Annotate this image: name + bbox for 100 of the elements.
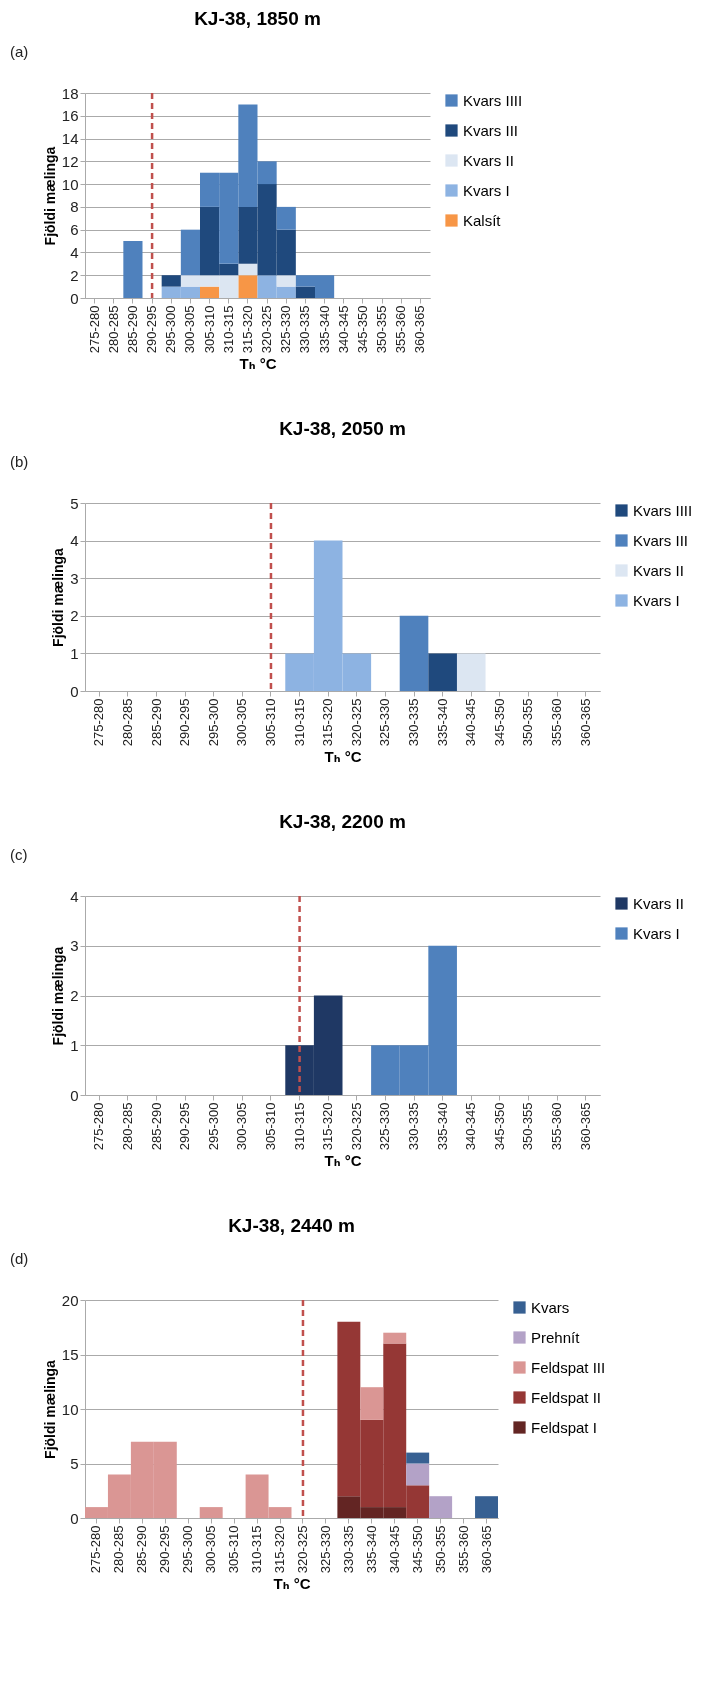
bar — [180, 229, 200, 276]
x-tick-label: 280-285 — [111, 1525, 127, 1574]
x-tick-label: 295-300 — [180, 1525, 196, 1574]
y-axis-title: Fjöldi mælinga — [41, 1359, 58, 1459]
legend-label: Kvars II — [463, 151, 514, 169]
x-tick-label: 320-325 — [294, 1525, 310, 1574]
x-tick-label: 325-330 — [377, 1102, 393, 1151]
x-axis-title: Tₕ °C — [324, 1152, 362, 1170]
y-tick-label: 1 — [70, 1036, 79, 1054]
legend-label: Feldspat I — [531, 1418, 597, 1436]
x-tick-label: 275-280 — [91, 1102, 107, 1151]
x-tick-label: 280-285 — [119, 698, 135, 747]
bar — [399, 615, 429, 691]
x-tick-label: 280-285 — [105, 305, 121, 354]
x-tick-label: 330-335 — [340, 1525, 356, 1574]
x-axis-title: Tₕ °C — [324, 748, 362, 766]
x-tick-label: 290-295 — [157, 1525, 173, 1574]
x-tick-label: 340-345 — [386, 1525, 402, 1574]
y-tick-label: 3 — [70, 569, 79, 587]
x-tick-label: 315-320 — [272, 1525, 288, 1574]
bar — [238, 275, 258, 298]
x-tick-label: 350-355 — [374, 305, 390, 354]
x-tick-label: 275-280 — [86, 305, 102, 354]
x-tick-label: 275-280 — [91, 698, 107, 747]
bar — [429, 1496, 453, 1518]
y-tick-label: 5 — [70, 1455, 79, 1472]
y-tick-label: 10 — [61, 175, 79, 193]
y-tick-label: 16 — [61, 107, 79, 125]
x-tick-label: 340-345 — [463, 698, 479, 747]
x-tick-label: 350-355 — [520, 698, 536, 747]
y-tick-label: 0 — [70, 289, 79, 307]
x-tick-label: 325-330 — [278, 305, 294, 354]
x-tick-label: 285-290 — [148, 1102, 164, 1151]
x-tick-label: 315-320 — [320, 1102, 336, 1151]
bar — [200, 286, 220, 298]
y-tick-label: 18 — [61, 84, 79, 102]
y-tick-label: 12 — [61, 152, 79, 170]
x-tick-label: 335-340 — [434, 698, 450, 747]
bar — [406, 1452, 430, 1464]
x-tick-label: 300-305 — [234, 698, 250, 747]
x-tick-label: 355-360 — [393, 305, 409, 354]
legend-label: Kvars I — [633, 591, 680, 609]
y-axis-title: Fjöldi mælinga — [41, 146, 58, 246]
x-tick-label: 335-340 — [316, 305, 332, 354]
x-tick-label: 335-340 — [434, 1102, 450, 1151]
y-tick-label: 4 — [70, 887, 79, 905]
bar — [475, 1496, 498, 1518]
x-tick-label: 345-350 — [354, 305, 370, 354]
bar — [199, 1507, 223, 1518]
bar — [161, 275, 181, 287]
legend-label: Kvars III — [463, 121, 519, 139]
y-tick-label: 5 — [70, 494, 79, 512]
x-tick-label: 310-315 — [291, 698, 307, 747]
x-tick-label: 360-365 — [412, 305, 428, 354]
bar — [276, 206, 296, 230]
legend-label: Kvars II — [633, 894, 684, 912]
x-tick-label: 355-360 — [455, 1525, 471, 1574]
x-tick-label: 310-315 — [249, 1525, 265, 1574]
x-tick-label: 300-305 — [182, 305, 198, 354]
x-tick-label: 340-345 — [335, 305, 351, 354]
legend-label: Kvars I — [463, 181, 510, 199]
x-axis-title: Tₕ °C — [273, 1575, 311, 1593]
x-tick-label: 290-295 — [177, 1102, 193, 1151]
x-tick-label: 320-325 — [348, 698, 364, 747]
chart-title: KJ-38, 2050 m — [279, 418, 406, 439]
y-tick-label: 3 — [70, 937, 79, 955]
bar — [276, 275, 296, 287]
y-tick-label: 15 — [61, 1346, 79, 1363]
y-tick-label: 2 — [70, 987, 79, 1004]
y-tick-label: 20 — [61, 1291, 79, 1309]
y-tick-label: 14 — [61, 130, 79, 148]
legend-label: Kvars IIII — [463, 91, 523, 109]
legend-label: Kalsít — [463, 211, 502, 229]
y-axis-title: Fjöldi mælinga — [50, 547, 67, 647]
y-tick-label: 4 — [70, 532, 79, 550]
legend-label: Feldspat II — [531, 1388, 602, 1406]
chart-title: KJ-38, 1850 m — [194, 8, 321, 29]
x-tick-label: 315-320 — [239, 305, 255, 354]
x-tick-label: 320-325 — [259, 305, 275, 354]
text: (a) — [10, 43, 29, 60]
x-tick-label: 285-290 — [148, 698, 164, 747]
y-tick-label: 8 — [70, 198, 79, 216]
x-tick-label: 300-305 — [203, 1525, 219, 1574]
chart-title: KJ-38, 2200 m — [279, 811, 406, 832]
bar — [456, 653, 486, 691]
x-tick-label: 350-355 — [432, 1525, 448, 1574]
x-tick-label: 290-295 — [177, 698, 193, 747]
x-tick-label: 335-340 — [363, 1525, 379, 1574]
x-tick-label: 305-310 — [201, 305, 217, 354]
x-tick-label: 295-300 — [205, 1102, 221, 1151]
x-tick-label: 355-360 — [549, 698, 565, 747]
x-tick-label: 290-295 — [144, 305, 160, 354]
x-tick-label: 275-280 — [88, 1525, 104, 1574]
legend-label: Prehnít — [531, 1328, 581, 1346]
bar — [428, 653, 457, 691]
legend-label: Kvars — [531, 1298, 570, 1316]
x-tick-label: 355-360 — [549, 1102, 565, 1151]
x-tick-label: 305-310 — [226, 1525, 242, 1574]
x-tick-label: 315-320 — [320, 698, 336, 747]
x-tick-label: 360-365 — [478, 1525, 494, 1574]
